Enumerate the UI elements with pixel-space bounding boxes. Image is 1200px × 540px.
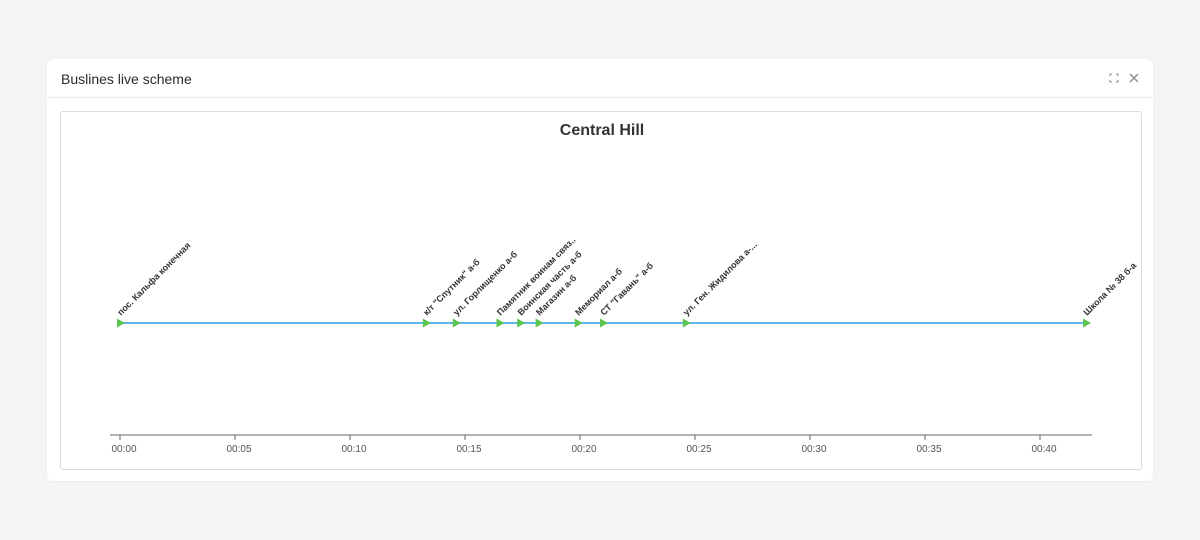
stop-marker[interactable]: [600, 318, 608, 328]
axis-tick-label: 00:05: [226, 444, 251, 455]
panel-title: Buslines live scheme: [61, 71, 192, 87]
close-icon[interactable]: [1127, 71, 1141, 85]
axis-tick-label: 00:00: [111, 444, 136, 455]
stop-marker[interactable]: [452, 318, 461, 328]
axis-tick-label: 00:35: [916, 444, 941, 455]
stop-marker[interactable]: [535, 318, 544, 328]
axis-tick-label: 00:30: [801, 444, 826, 455]
time-axis: 00:00 00:05 00:10 00:15 00:20 00:25 00:30 00:35…: [110, 434, 1092, 455]
stop-marker[interactable]: [682, 318, 691, 328]
axis-tick-label: 00:25: [686, 444, 711, 455]
route-chart: Central Hill пос. Кальфа конечная к/т "Сп…: [60, 111, 1142, 470]
axis-tick-label: 00:40: [1031, 444, 1056, 455]
stop-marker[interactable]: [422, 318, 431, 328]
stop-marker[interactable]: [517, 318, 526, 328]
route-layer: пос. Кальфа конечная к/т "Спутник" а-б ул.…: [115, 235, 1139, 328]
buslines-panel: Buslines live scheme Central Hill пос. К…: [47, 59, 1153, 481]
route-chart-svg: Central Hill пос. Кальфа конечная к/т "Сп…: [110, 122, 1139, 455]
chart-title: Central Hill: [560, 122, 644, 139]
stop-label: пос. Кальфа конечная: [115, 240, 192, 317]
stop-label: к/т "Спутник" а-б: [421, 257, 482, 318]
expand-icon[interactable]: [1107, 71, 1121, 85]
stop-label: ул. Ген. Жидилова а-...: [681, 240, 759, 318]
axis-tick-label: 00:15: [456, 444, 481, 455]
stop-marker[interactable]: [574, 318, 583, 328]
stop-label: Памятник воинам связ..: [495, 235, 578, 318]
axis-tick-label: 00:20: [571, 444, 596, 455]
axis-tick-label: 00:10: [341, 444, 366, 455]
panel-header: Buslines live scheme: [47, 59, 1153, 98]
stop-marker[interactable]: [1083, 318, 1091, 328]
stop-marker[interactable]: [117, 318, 125, 328]
stop-marker[interactable]: [496, 318, 505, 328]
stop-label: Школа № 38 б-а: [1081, 260, 1139, 318]
